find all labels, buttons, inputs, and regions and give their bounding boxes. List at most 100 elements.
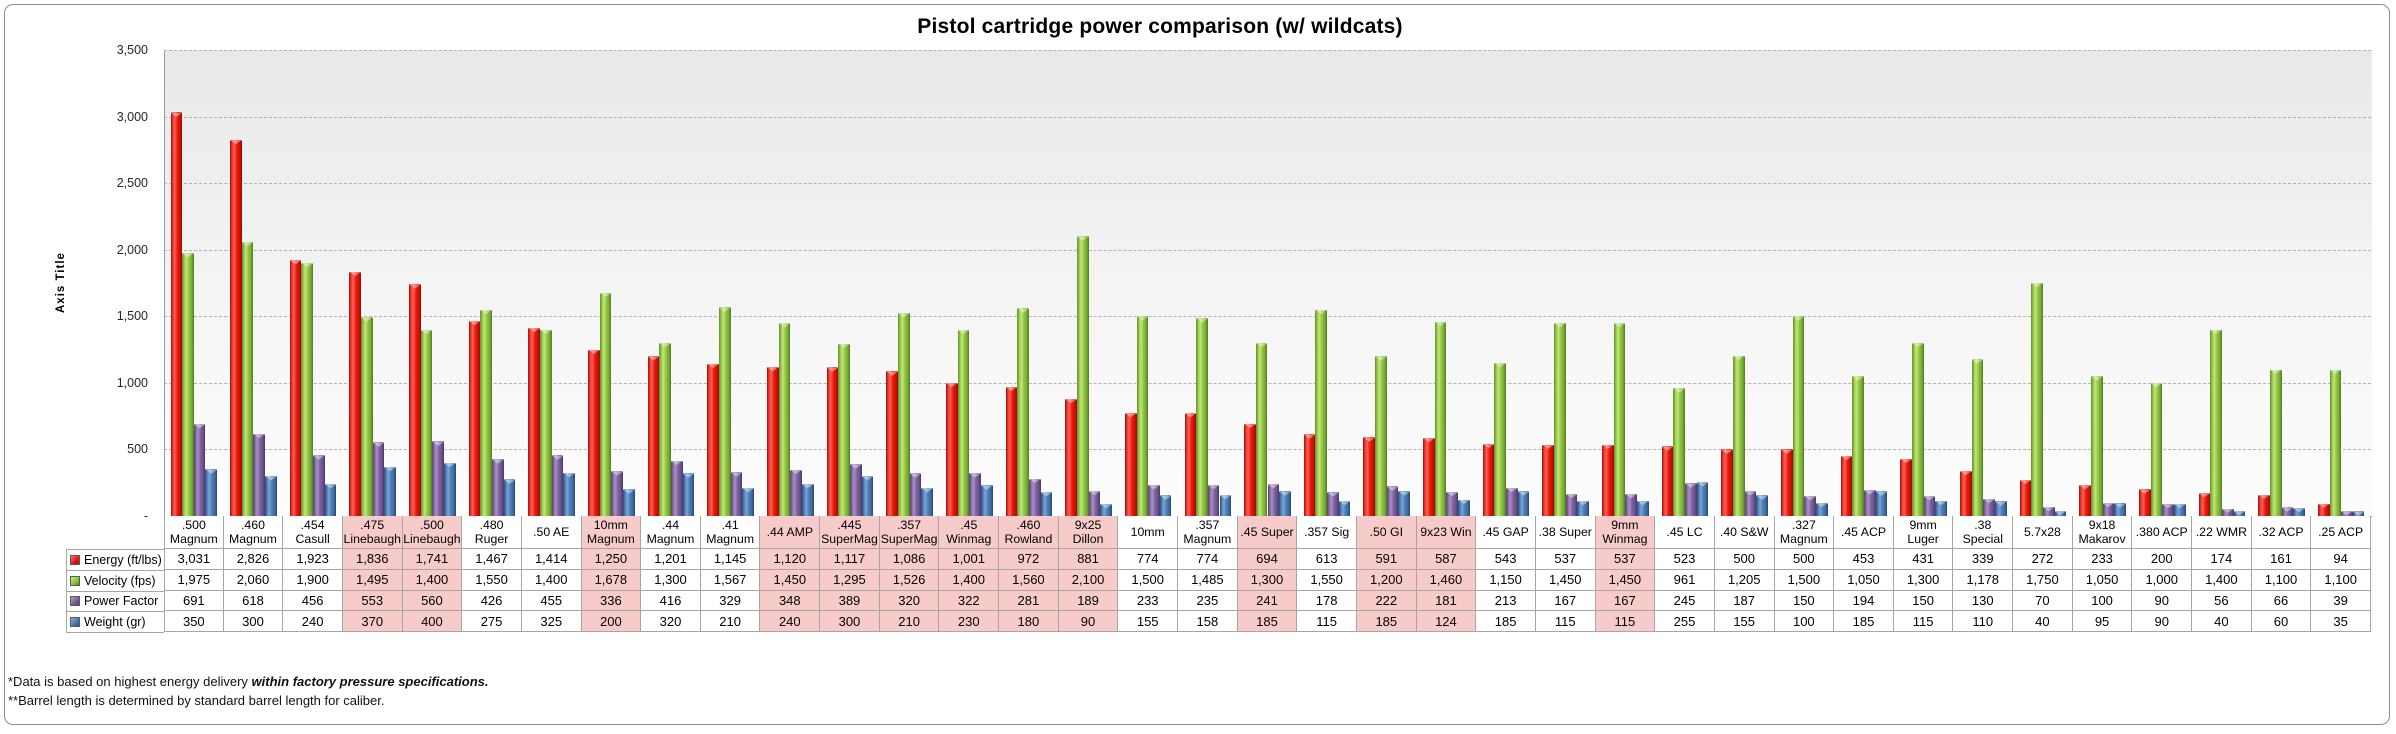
table-cell: 210 bbox=[700, 611, 760, 632]
table-cell: 1,100 bbox=[2251, 569, 2311, 591]
table-cell: 187 bbox=[1714, 590, 1774, 612]
category-header-cell: .445 SuperMag bbox=[820, 516, 879, 549]
bar-weight bbox=[682, 473, 695, 516]
bar-weight bbox=[1398, 491, 1411, 516]
table-cell: 158 bbox=[1178, 611, 1237, 632]
category-header-cell: .460 Magnum bbox=[223, 516, 283, 549]
gridline bbox=[164, 316, 2371, 318]
table-cell: 1,178 bbox=[1953, 569, 2013, 591]
table-cell: 2,100 bbox=[1058, 569, 1118, 591]
category-header-cell: .50 GI bbox=[1356, 516, 1416, 549]
bar-power-factor bbox=[2281, 507, 2294, 516]
table-cell: 1,500 bbox=[1118, 569, 1178, 591]
table-cell: 1,567 bbox=[700, 569, 760, 591]
footnote-1-emphasis: within factory pressure specifications. bbox=[251, 674, 489, 689]
category-header-cell: .380 ACP bbox=[2132, 516, 2192, 549]
bar-velocity bbox=[957, 329, 970, 516]
table-cell: 1,086 bbox=[879, 549, 939, 570]
bar-energy bbox=[2019, 479, 2032, 516]
table-cell: 1,560 bbox=[999, 569, 1058, 591]
bar-velocity bbox=[1971, 359, 1984, 516]
category-header-cell: .500 Magnum bbox=[165, 516, 223, 549]
y-axis-tick-label: 500 bbox=[127, 442, 148, 457]
bar-power-factor bbox=[492, 459, 504, 516]
table-cell: 194 bbox=[1834, 590, 1893, 612]
table-cell: 35 bbox=[2311, 611, 2370, 632]
category-header-cell: .460 Rowland bbox=[999, 516, 1058, 549]
table-cell: 1,400 bbox=[521, 569, 581, 591]
table-cell: 1,460 bbox=[1416, 569, 1476, 591]
bar-weight bbox=[1756, 495, 1768, 516]
table-column: .460 Magnum 2,826 2,060 618 300 bbox=[223, 516, 284, 632]
table-column: .40 S&W 500 1,205 187 155 bbox=[1714, 516, 1775, 632]
bar-power-factor bbox=[2042, 506, 2055, 516]
bar-energy bbox=[1065, 398, 1077, 516]
bar-power-factor bbox=[1923, 496, 1936, 516]
table-cell: 281 bbox=[999, 590, 1058, 612]
table-cell: 235 bbox=[1178, 590, 1237, 612]
bar-weight bbox=[2233, 510, 2246, 516]
table-cell: 537 bbox=[1535, 549, 1595, 570]
table-column: 9mm Winmag 537 1,450 167 115 bbox=[1595, 516, 1656, 632]
table-cell: 90 bbox=[2132, 611, 2192, 632]
table-cell: 339 bbox=[1953, 549, 2013, 570]
table-cell: 1,975 bbox=[165, 569, 223, 591]
bar-velocity bbox=[719, 307, 731, 516]
bar-power-factor bbox=[1088, 490, 1101, 516]
table-cell: 275 bbox=[462, 611, 521, 632]
gridline bbox=[164, 382, 2371, 384]
bar-power-factor bbox=[1506, 487, 1518, 516]
bar-weight bbox=[444, 462, 456, 516]
table-cell: 691 bbox=[165, 590, 223, 612]
bar-weight bbox=[503, 479, 516, 516]
footnote-1: *Data is based on highest energy deliver… bbox=[8, 672, 489, 691]
bar-energy bbox=[1124, 412, 1137, 516]
bar-power-factor bbox=[1983, 498, 1995, 516]
bar-energy bbox=[1244, 423, 1256, 516]
table-cell: 40 bbox=[2192, 611, 2251, 632]
table-cell: 336 bbox=[581, 590, 641, 612]
chart-frame bbox=[4, 4, 2390, 725]
table-cell: 1,050 bbox=[2072, 569, 2132, 591]
bar-velocity bbox=[1852, 376, 1864, 516]
table-cell: 455 bbox=[521, 590, 581, 612]
chart-title: Pistol cartridge power comparison (w/ wi… bbox=[917, 15, 1403, 38]
table-cell: 329 bbox=[700, 590, 760, 612]
table-cell: 320 bbox=[641, 611, 700, 632]
table-column: .475 Linebaugh 1,836 1,495 553 370 bbox=[342, 516, 403, 632]
table-row-label: Weight (gr) bbox=[67, 612, 164, 633]
bar-power-factor bbox=[671, 460, 683, 516]
table-column: 9x18 Makarov 233 1,050 100 95 bbox=[2072, 516, 2133, 632]
bar-energy bbox=[1303, 434, 1316, 516]
bar-velocity bbox=[301, 263, 314, 516]
table-cell: 2,826 bbox=[223, 549, 283, 570]
category-header-cell: 9x18 Makarov bbox=[2072, 516, 2132, 549]
table-cell: 39 bbox=[2311, 590, 2370, 612]
table-cell: 94 bbox=[2311, 549, 2370, 570]
bar-energy bbox=[886, 371, 898, 516]
series-name-label: Power Factor bbox=[84, 594, 159, 609]
table-cell: 325 bbox=[521, 611, 581, 632]
bar-weight bbox=[1935, 500, 1947, 516]
series-name-label: Energy (ft/lbs) bbox=[84, 552, 162, 567]
category-header-cell: .357 Magnum bbox=[1178, 516, 1237, 549]
table-cell: 1,485 bbox=[1178, 569, 1237, 591]
table-cell: 3,031 bbox=[165, 549, 223, 570]
bar-energy bbox=[2138, 489, 2151, 516]
table-cell: 255 bbox=[1655, 611, 1714, 632]
table-cell: 1,200 bbox=[1356, 569, 1416, 591]
series-name-label: Weight (gr) bbox=[84, 615, 146, 630]
bar-velocity bbox=[1733, 355, 1745, 516]
bar-weight bbox=[980, 485, 993, 516]
y-axis-tick-label: 1,500 bbox=[116, 309, 148, 324]
table-cell: 167 bbox=[1535, 590, 1595, 612]
bar-velocity bbox=[1554, 322, 1566, 516]
table-cell: 189 bbox=[1058, 590, 1118, 612]
bar-velocity bbox=[1076, 236, 1089, 516]
bar-energy bbox=[170, 112, 183, 516]
bar-power-factor bbox=[313, 455, 325, 516]
category-header-cell: 9x25 Dillon bbox=[1058, 516, 1118, 549]
bar-power-factor bbox=[1386, 486, 1399, 516]
bar-velocity bbox=[1673, 388, 1686, 516]
